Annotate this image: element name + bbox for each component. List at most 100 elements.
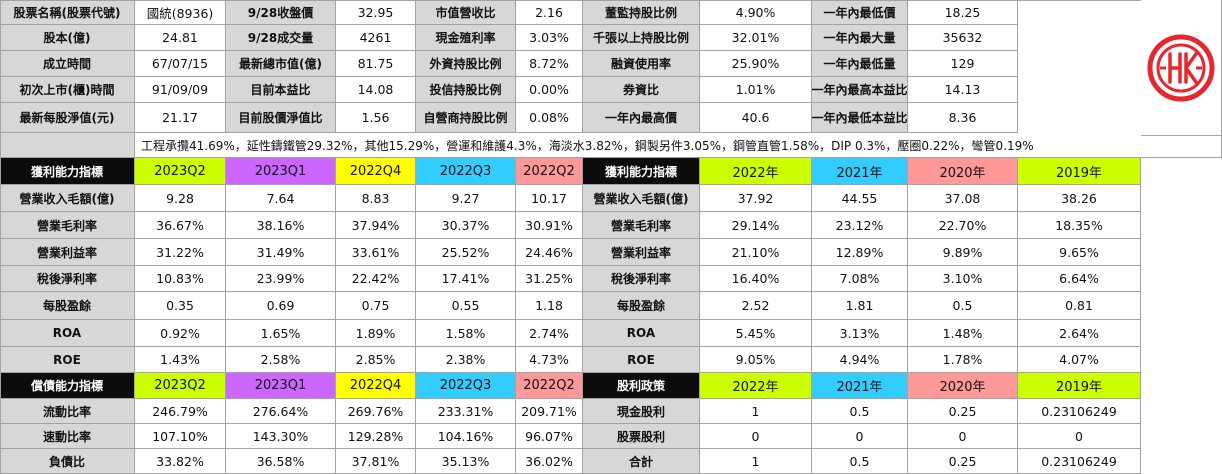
metric-value: 0.35 — [135, 292, 226, 320]
metric-value: 246.79% — [135, 399, 226, 424]
metric-value: 0.69 — [226, 292, 336, 320]
info-label: 成立時間 — [0, 51, 135, 77]
info-value: 4.90% — [700, 0, 812, 25]
metric-value: 31.25% — [516, 266, 583, 292]
metric-value: 9.65% — [1018, 239, 1141, 266]
metric-value: 8.83 — [336, 185, 416, 212]
metric-value: 5.45% — [700, 320, 812, 347]
metric-value: 4.07% — [1018, 347, 1141, 373]
metric-value: 29.14% — [700, 212, 812, 239]
metric-value: 6.64% — [1018, 266, 1141, 292]
info-label: 初次上市(櫃)時間 — [0, 77, 135, 103]
metric-label: 合計 — [583, 449, 700, 474]
metric-value: 143.30% — [226, 424, 336, 449]
info-value: 8.36 — [908, 103, 1018, 133]
info-label: 股本(億) — [0, 25, 135, 51]
period-header: 2023Q2 — [135, 373, 226, 399]
metric-label: 營業收入毛額(億) — [583, 185, 700, 212]
metric-label: 速動比率 — [0, 424, 135, 449]
period-header: 2022Q2 — [516, 373, 583, 399]
metric-label: 營業利益率 — [583, 239, 700, 266]
info-label: 目前股價淨值比 — [226, 103, 336, 133]
metric-value: 22.70% — [908, 212, 1018, 239]
debt-header-label: 股利政策 — [583, 373, 700, 399]
metric-value: 2.64% — [1018, 320, 1141, 347]
metric-value: 10.83% — [135, 266, 226, 292]
metric-value: 2.85% — [336, 347, 416, 373]
metric-value: 0 — [1018, 424, 1141, 449]
metric-value: 44.55 — [812, 185, 908, 212]
metric-label: 股票股利 — [583, 424, 700, 449]
metric-value: 37.81% — [336, 449, 416, 474]
info-value: 32.01% — [700, 25, 812, 51]
metric-value: 23.12% — [812, 212, 908, 239]
info-value: 25.90% — [700, 51, 812, 77]
metric-value: 31.22% — [135, 239, 226, 266]
grid-border-top — [0, 0, 1222, 1]
metric-value: 9.89% — [908, 239, 1018, 266]
metric-value: 1.81 — [812, 292, 908, 320]
metric-value: 38.16% — [226, 212, 336, 239]
metric-value: 35.13% — [416, 449, 516, 474]
period-header: 2023Q1 — [226, 158, 336, 185]
period-header: 2022Q4 — [336, 373, 416, 399]
metric-value: 12.89% — [812, 239, 908, 266]
year-header: 2022年 — [700, 158, 812, 185]
metric-label: 流動比率 — [0, 399, 135, 424]
info-label: 9/28收盤價 — [226, 0, 336, 25]
info-label: 一年內最低量 — [812, 51, 908, 77]
metric-value: 129.28% — [336, 424, 416, 449]
info-value: 8.72% — [516, 51, 583, 77]
metric-value: 18.35% — [1018, 212, 1141, 239]
metric-value: 0.23106249 — [1018, 399, 1141, 424]
revenue-segment-text: 工程承攬41.69%，延性鑄鐵管29.32%，其他15.29%，營運和維護4.3… — [135, 133, 1222, 158]
info-label: 現金殖利率 — [416, 25, 516, 51]
metric-value: 1.78% — [908, 347, 1018, 373]
metric-value: 104.16% — [416, 424, 516, 449]
info-label: 一年內最高價 — [583, 103, 700, 133]
info-value: 21.17 — [135, 103, 226, 133]
metric-value: 269.76% — [336, 399, 416, 424]
metric-value: 7.64 — [226, 185, 336, 212]
metric-value: 0.5 — [812, 399, 908, 424]
metric-value: 21.10% — [700, 239, 812, 266]
info-label: 最新每股淨值(元) — [0, 103, 135, 133]
metric-value: 23.99% — [226, 266, 336, 292]
metric-value: 0.5 — [908, 292, 1018, 320]
year-header: 2021年 — [812, 373, 908, 399]
metric-value: 25.52% — [416, 239, 516, 266]
metric-value: 107.10% — [135, 424, 226, 449]
metric-value: 36.02% — [516, 449, 583, 474]
info-value: 81.75 — [336, 51, 416, 77]
metric-value: 16.40% — [700, 266, 812, 292]
metric-label: ROE — [0, 347, 135, 373]
info-value: 32.95 — [336, 0, 416, 25]
metric-label: 現金股利 — [583, 399, 700, 424]
info-label: 千張以上持股比例 — [583, 25, 700, 51]
metric-value: 30.91% — [516, 212, 583, 239]
metric-value: 31.49% — [226, 239, 336, 266]
metric-value: 0 — [700, 424, 812, 449]
year-header: 2020年 — [908, 158, 1018, 185]
metric-value: 2.38% — [416, 347, 516, 373]
metric-value: 0.25 — [908, 399, 1018, 424]
metric-value: 4.94% — [812, 347, 908, 373]
info-value: 14.08 — [336, 77, 416, 103]
metric-value: 37.08 — [908, 185, 1018, 212]
metric-value: 2.58% — [226, 347, 336, 373]
metric-value: 1.58% — [416, 320, 516, 347]
metric-value: 276.64% — [226, 399, 336, 424]
metric-value: 33.82% — [135, 449, 226, 474]
info-label: 股票名稱(股票代號) — [0, 0, 135, 25]
year-header: 2019年 — [1018, 158, 1141, 185]
metric-value: 9.05% — [700, 347, 812, 373]
metric-value: 30.37% — [416, 212, 516, 239]
metric-value: 33.61% — [336, 239, 416, 266]
metric-value: 9.27 — [416, 185, 516, 212]
grid-border-left — [0, 0, 1, 474]
info-label: 9/28成交量 — [226, 25, 336, 51]
metric-label: 稅後淨利率 — [0, 266, 135, 292]
info-value: 0.00% — [516, 77, 583, 103]
profit-header-label: 獲利能力指標 — [583, 158, 700, 185]
info-value: 3.03% — [516, 25, 583, 51]
